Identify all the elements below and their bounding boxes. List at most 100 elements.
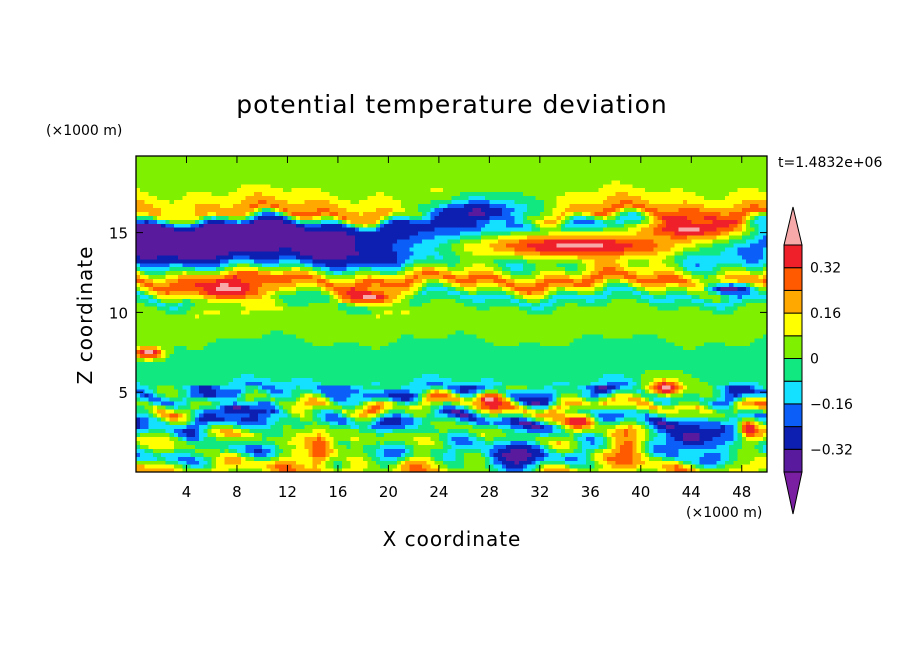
field-cell	[598, 349, 604, 355]
field-cell	[232, 385, 238, 390]
field-cell	[476, 400, 482, 406]
field-cell	[443, 369, 448, 374]
field-cell	[346, 373, 352, 378]
field-cell	[358, 369, 364, 374]
field-cell	[253, 357, 259, 362]
field-cell	[472, 357, 478, 362]
field-cell	[186, 341, 192, 347]
field-cell	[316, 400, 322, 406]
field-cell	[148, 452, 154, 457]
field-cell	[270, 444, 276, 449]
field-cell	[657, 432, 663, 438]
field-cell	[607, 456, 612, 461]
field-cell	[321, 345, 326, 351]
field-cell	[186, 452, 192, 457]
field-cell	[493, 416, 499, 422]
field-cell	[236, 412, 242, 418]
field-cell	[762, 436, 768, 441]
field-cell	[358, 428, 364, 434]
field-cell	[762, 345, 768, 351]
field-cell	[632, 432, 638, 438]
field-cell	[476, 460, 482, 465]
field-cell	[207, 396, 213, 402]
field-cell	[758, 404, 764, 410]
field-cell	[556, 448, 562, 453]
field-cell	[249, 385, 255, 390]
field-cell	[173, 389, 179, 394]
field-cell	[594, 460, 600, 465]
field-cell	[531, 412, 537, 418]
field-cell	[531, 389, 537, 394]
field-cell	[287, 365, 293, 370]
field-cell	[581, 436, 587, 441]
field-cell	[215, 428, 221, 434]
field-cell	[367, 349, 373, 355]
field-cell	[674, 381, 680, 386]
field-cell	[670, 456, 676, 461]
field-cell	[750, 432, 755, 438]
field-cell	[325, 424, 331, 430]
field-cell	[632, 452, 638, 457]
field-cell	[455, 393, 461, 398]
field-cell	[253, 349, 259, 355]
field-cell	[501, 452, 507, 457]
field-cell	[611, 365, 617, 370]
field-cell	[455, 404, 461, 410]
field-cell	[329, 412, 335, 418]
field-cell	[472, 448, 478, 453]
field-cell	[342, 365, 347, 370]
field-cell	[430, 381, 436, 386]
field-cell	[148, 420, 154, 426]
field-cell	[144, 377, 150, 382]
field-cell	[569, 404, 575, 410]
field-cell	[363, 365, 368, 370]
field-cell	[548, 464, 554, 469]
field-cell	[232, 464, 238, 469]
field-cell	[203, 353, 209, 359]
field-cell	[506, 389, 511, 394]
field-cell	[413, 464, 419, 469]
field-cell	[199, 349, 204, 355]
field-cell	[661, 369, 667, 374]
field-cell	[476, 361, 482, 366]
field-cell	[148, 432, 154, 438]
field-cell	[329, 452, 335, 457]
field-cell	[144, 389, 150, 394]
field-cell	[565, 353, 570, 359]
field-cell	[674, 448, 680, 453]
field-cell	[291, 404, 297, 410]
field-cell	[560, 464, 566, 469]
field-cell	[182, 353, 188, 359]
field-cell	[396, 349, 402, 355]
field-cell	[539, 432, 545, 438]
field-cell	[468, 369, 474, 374]
field-cell	[354, 456, 360, 461]
field-cell	[565, 424, 570, 430]
field-cell	[552, 341, 558, 347]
field-cell	[514, 424, 520, 430]
field-cell	[253, 412, 259, 418]
field-cell	[602, 389, 608, 394]
field-cell	[611, 412, 617, 418]
field-cell	[750, 353, 755, 359]
field-cell	[169, 345, 175, 351]
field-cell	[666, 456, 671, 461]
field-cell	[350, 404, 356, 410]
field-cell	[316, 369, 322, 374]
field-cell	[140, 424, 146, 430]
field-cell	[291, 353, 297, 359]
field-cell	[657, 416, 663, 422]
field-cell	[623, 444, 629, 449]
field-cell	[615, 385, 621, 390]
field-cell	[716, 424, 722, 430]
field-cell	[434, 353, 440, 359]
field-cell	[337, 424, 343, 430]
field-cell	[199, 452, 204, 457]
field-cell	[539, 393, 545, 398]
field-cell	[657, 452, 663, 457]
field-cell	[401, 377, 406, 382]
field-cell	[619, 353, 625, 359]
field-cell	[190, 424, 196, 430]
field-cell	[152, 369, 158, 374]
field-cell	[186, 428, 192, 434]
